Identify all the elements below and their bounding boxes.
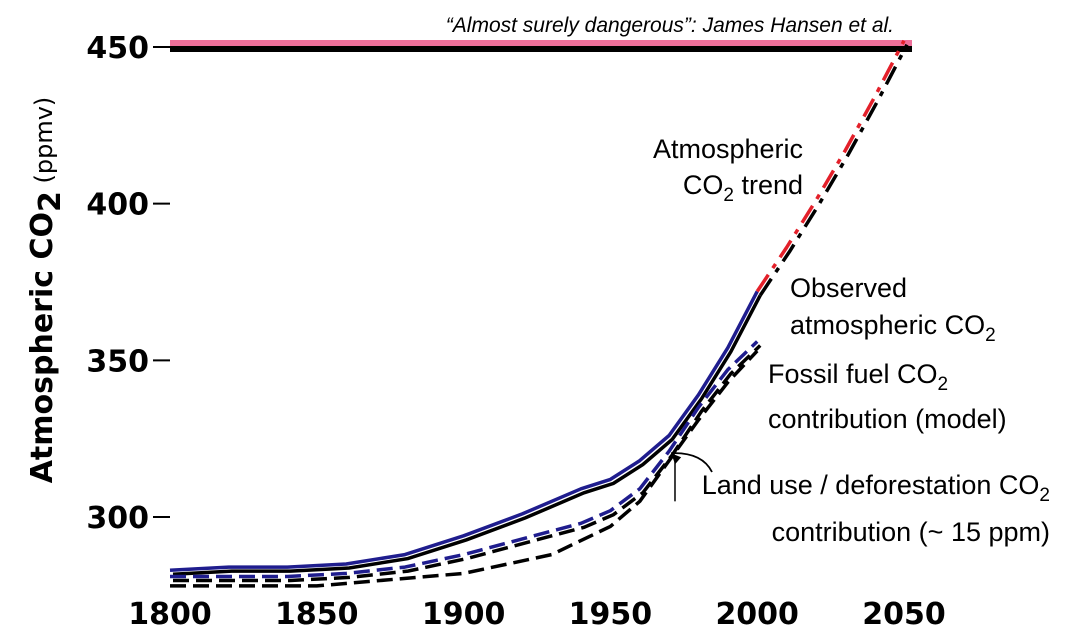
y-tick-label-300: 300 <box>86 501 149 536</box>
series-group <box>169 39 909 588</box>
x-tick-label-1900: 1900 <box>422 597 506 632</box>
threshold-band-pink <box>170 40 912 46</box>
y-tick-label-400: 400 <box>86 188 149 223</box>
y-tick-label-450: 450 <box>86 31 149 66</box>
y-axis: 300 350 400 450 <box>86 31 170 536</box>
annotation-observed: Observed atmospheric CO2 <box>790 273 996 346</box>
series-trend-line <box>755 39 906 293</box>
series-fossil-shadow <box>173 344 762 583</box>
y-axis-label: Atmospheric CO2 (ppmv) <box>25 97 68 484</box>
series-observed-line <box>169 290 759 573</box>
annotation-landuse: Land use / deforestation CO2 contribution… <box>702 470 1050 547</box>
threshold-group: “Almost surely dangerous”: James Hansen … <box>170 14 912 52</box>
series-trend-shadow <box>758 43 909 297</box>
annotations-group: Atmospheric CO2 trend Observed atmospheric … <box>653 134 1050 547</box>
y-tick-label-350: 350 <box>86 344 149 379</box>
x-tick-label-2000: 2000 <box>715 597 799 632</box>
x-axis: 1800 1850 1900 1950 2000 2050 <box>128 597 946 632</box>
x-tick-label-1800: 1800 <box>128 597 212 632</box>
threshold-label: “Almost surely dangerous”: James Hansen … <box>446 14 894 37</box>
x-tick-label-2050: 2050 <box>862 597 946 632</box>
series-fossil-line <box>170 340 759 579</box>
annotation-trend: Atmospheric CO2 trend <box>653 134 803 206</box>
series-observed-shadow <box>172 294 762 577</box>
land-use-arrow <box>671 452 713 473</box>
x-tick-label-1950: 1950 <box>569 597 653 632</box>
x-tick-label-1850: 1850 <box>275 597 359 632</box>
series-landuse-line <box>170 349 759 588</box>
annotation-fossil: Fossil fuel CO2 contribution (model) <box>768 359 1007 434</box>
land-use-arrowhead <box>671 453 682 465</box>
threshold-line <box>170 46 912 52</box>
